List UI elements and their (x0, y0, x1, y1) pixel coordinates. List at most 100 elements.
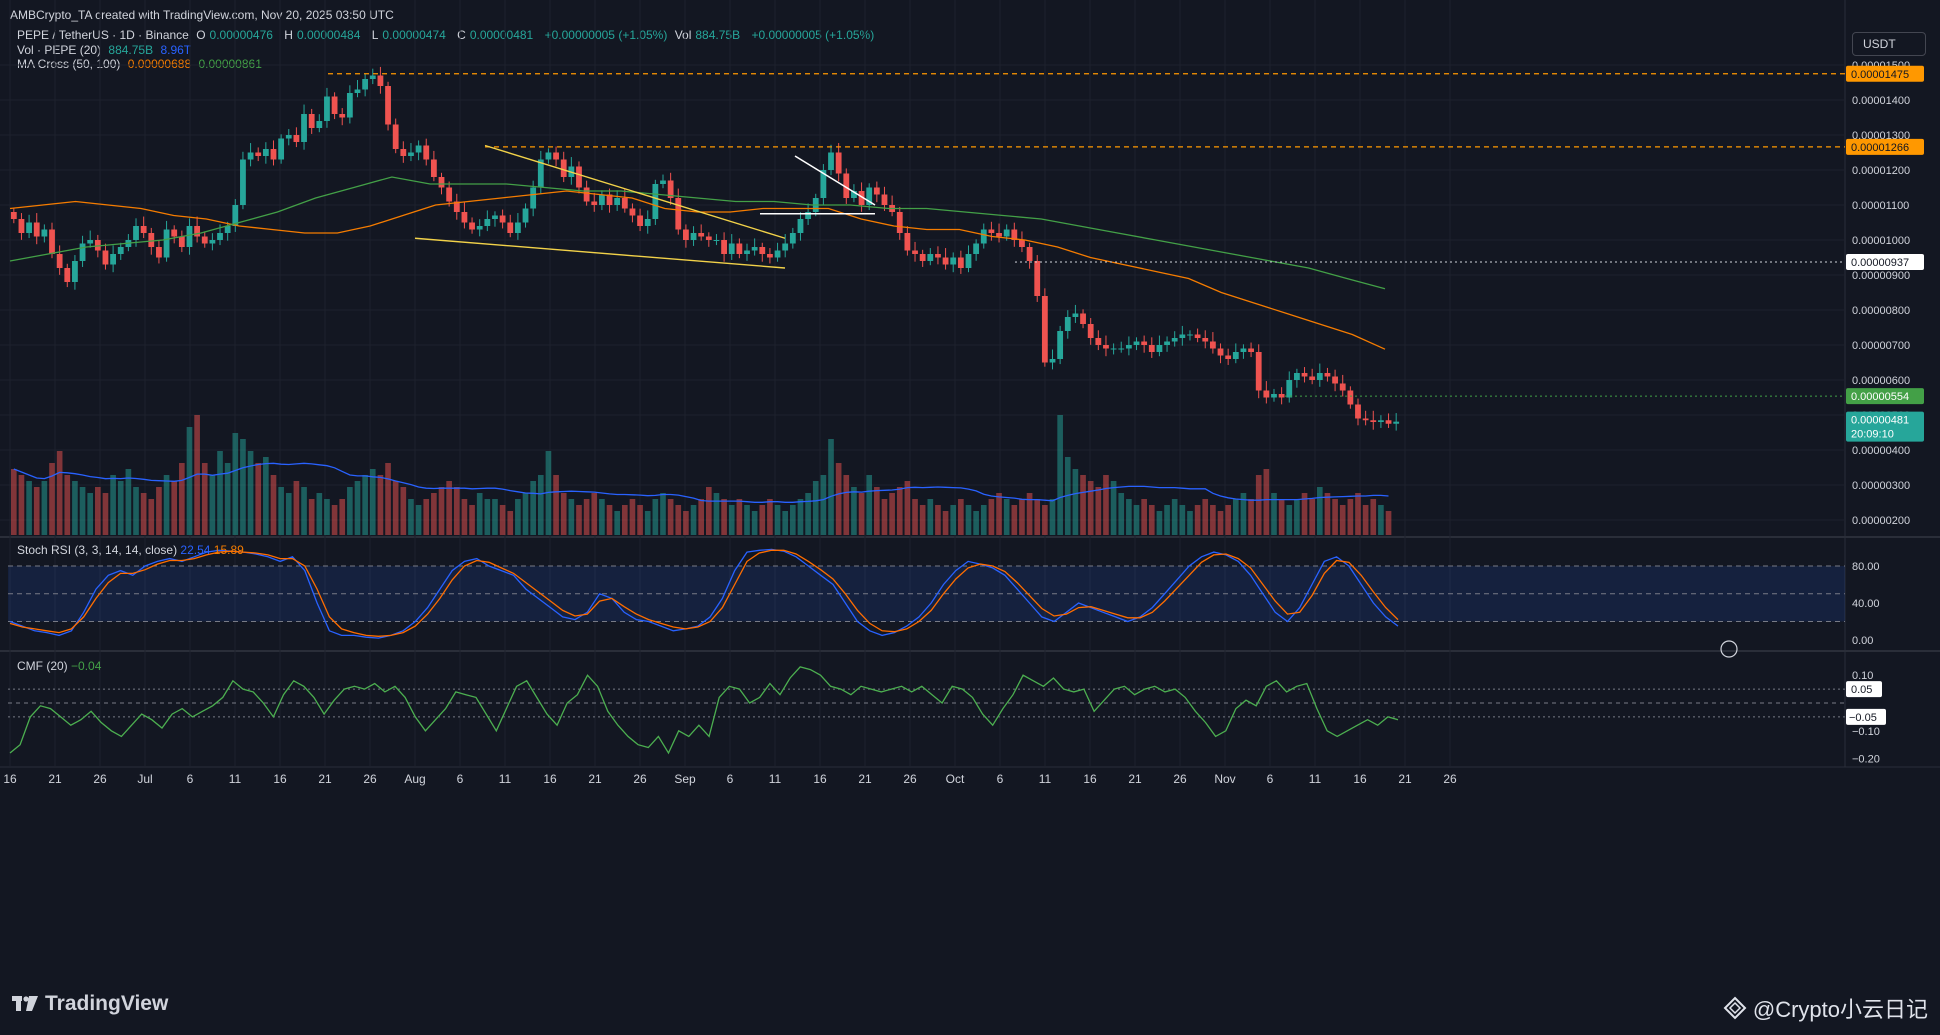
ma-cross-legend[interactable]: MA Cross (50, 100) 0.00000688 0.00000861 (17, 57, 262, 71)
candle-body (194, 226, 201, 237)
volume-bar (1309, 499, 1315, 535)
volume-bar (1049, 499, 1056, 535)
candle-body (1339, 383, 1346, 391)
symbol-name[interactable]: PEPE / TetherUS · 1D · Binance (17, 28, 189, 42)
candle-body (751, 247, 758, 251)
candle-body (545, 152, 552, 160)
candle-body (1194, 334, 1201, 338)
time-axis-label: 11 (499, 772, 512, 786)
time-axis-label: 6 (187, 772, 194, 786)
lightning-icon (1720, 640, 1738, 658)
candle-body (881, 194, 888, 205)
volume-bar (72, 481, 78, 535)
stoch-k-value: 22.54 (180, 543, 211, 557)
tradingview-logo[interactable]: TradingView (12, 992, 168, 1016)
candle-body (1011, 229, 1018, 240)
volume-bar (1003, 499, 1010, 535)
time-axis-label: Jul (137, 772, 152, 786)
cmf-legend[interactable]: CMF (20) −0.04 (17, 659, 102, 673)
price-change: +0.00000005 (+1.05%) (544, 28, 668, 42)
volume-bar (1095, 487, 1102, 535)
volume-bar (782, 511, 789, 535)
candle-body (583, 187, 590, 202)
candle-body (301, 114, 307, 142)
candle-body (1263, 390, 1270, 398)
candle-body (1271, 394, 1277, 398)
volume-bar (767, 499, 773, 535)
candle-body (461, 212, 468, 223)
volume-bar (576, 505, 582, 535)
brand-name: TradingView (45, 992, 169, 1015)
volume-bar (324, 499, 330, 535)
volume-bar (568, 499, 575, 535)
time-axis-label: 26 (1173, 772, 1187, 786)
price-axis-label: 0.00001100 (1852, 200, 1909, 212)
candle-body (744, 250, 750, 254)
stoch-axis-label: 0.00 (1852, 635, 1873, 647)
candle-body (683, 229, 689, 240)
candle-body (912, 250, 918, 254)
candle-body (377, 75, 384, 86)
cmf-axis-label: −0.20 (1852, 754, 1880, 766)
stoch-rsi-legend[interactable]: Stoch RSI (3, 3, 14, 14, close) 22.54 15… (17, 543, 244, 557)
volume-bar (560, 493, 567, 535)
candle-body (1095, 338, 1102, 345)
candle-body (469, 222, 475, 230)
candle-body (530, 187, 537, 209)
candle-body (87, 240, 94, 244)
candle-body (919, 254, 926, 261)
volume-bar (415, 505, 422, 535)
volume-bar (728, 505, 735, 535)
volume-bar (896, 487, 903, 535)
volume-bar (553, 475, 559, 535)
candle-body (285, 135, 292, 139)
chart-canvas[interactable]: 0.000015000.000014000.000013000.00001200… (0, 0, 1940, 985)
candle-body (560, 159, 567, 177)
candle-body (72, 261, 78, 282)
currency-button[interactable]: USDT (1852, 32, 1926, 56)
candle-body (996, 233, 1002, 237)
volume-bar (736, 499, 743, 535)
candle-body (805, 212, 812, 219)
volume-bar (385, 463, 391, 535)
candle-body (354, 89, 361, 93)
channel-lower-line (414, 237, 786, 269)
volume-bar (1187, 511, 1193, 535)
price-axis-label: 0.00000400 (1852, 445, 1910, 457)
volume-bar (537, 475, 544, 535)
volume-bar (1385, 511, 1392, 535)
volume-bar (583, 499, 590, 535)
volume-bar (1202, 499, 1209, 535)
candle-body (606, 194, 613, 205)
volume-bar (18, 475, 25, 535)
volume-bar (1332, 499, 1338, 535)
volume-bar (102, 493, 109, 535)
candle-body (1255, 352, 1262, 391)
volume-bar (179, 463, 185, 535)
time-axis-label: 26 (903, 772, 917, 786)
volume-bar (255, 463, 262, 535)
volume-bar (522, 493, 529, 535)
volume-bar (530, 481, 536, 535)
volume-bar (1011, 505, 1018, 535)
candle-body (614, 198, 621, 205)
volume-bar (1194, 505, 1201, 535)
volume-bar (1103, 475, 1109, 535)
volume-indicator-legend[interactable]: Vol · PEPE (20) 884.75B 8.96T (17, 43, 192, 57)
time-axis-label: Oct (946, 772, 965, 786)
cmf-line (9, 666, 1399, 755)
candle-body (102, 250, 109, 265)
time-axis-label: 16 (3, 772, 17, 786)
candle-body (262, 149, 269, 156)
candle-body (713, 240, 720, 241)
channel-upper-line (484, 144, 786, 239)
volume-bar (599, 499, 605, 535)
countdown-tag: 20:09:10 (1851, 429, 1894, 441)
volume-bar (973, 511, 979, 535)
candle-body (1118, 348, 1125, 350)
ma100-value: 0.00000861 (198, 57, 262, 71)
price-axis-label: 0.00001000 (1852, 235, 1910, 247)
tradingview-icon (12, 996, 38, 1011)
candle-body (591, 201, 598, 205)
candle-body (1355, 404, 1361, 419)
